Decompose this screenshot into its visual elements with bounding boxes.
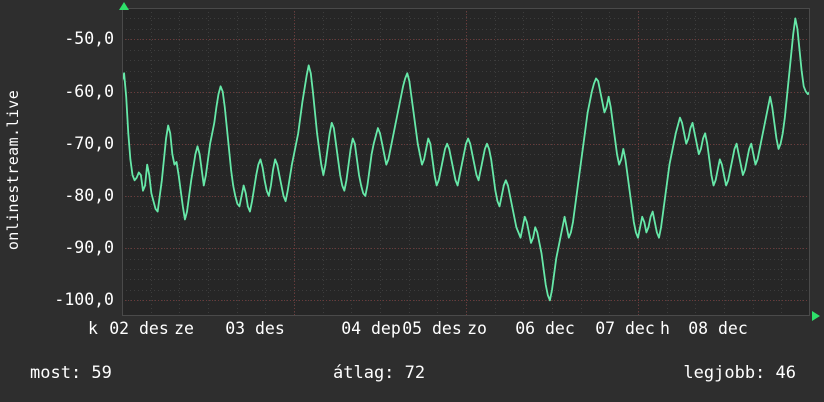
legend-average-value: átlag: 72	[333, 363, 426, 383]
x-axis-tick-label: 03 des	[225, 319, 285, 338]
x-axis-tick-label: 08 dec	[688, 319, 748, 338]
chart-plot-area	[122, 8, 810, 316]
x-axis-tick-label: 02 des	[109, 319, 169, 338]
y-axis-tick-label: -80,0	[64, 185, 114, 205]
chart-data-line	[122, 17, 810, 302]
y-axis-tick-labels: -50,0 -60,0 -70,0 -80,0 -90,0 -100,0	[22, 0, 114, 340]
y-axis-tick-label: -50,0	[64, 29, 114, 49]
x-axis-tick-labels: k 02 des ze 03 des 04 dep 05 des zo 06 dec 07 de…	[0, 318, 824, 344]
x-axis-arrow-icon	[812, 311, 820, 321]
y-axis-arrow-icon	[119, 2, 129, 10]
x-axis-tick-label: k	[88, 319, 98, 338]
x-axis-tick-label: 06 dec	[515, 319, 575, 338]
x-axis-tick-label: zo	[467, 319, 487, 338]
y-axis-title-text: onlinestream.live	[4, 89, 23, 251]
x-axis-tick-label: 07 dec	[595, 319, 655, 338]
data-series-line	[122, 17, 810, 302]
y-axis-tick-label: -90,0	[64, 238, 114, 258]
x-axis-tick-label: 04 dep	[341, 319, 401, 338]
y-axis-tick-label: -100,0	[54, 290, 114, 310]
y-axis-tick-label: -60,0	[64, 81, 114, 101]
chart-legend: most: 59 átlag: 72 legjobb: 46	[0, 352, 824, 402]
legend-current-value: most: 59	[30, 363, 112, 383]
x-axis-tick-label: h	[660, 319, 670, 338]
x-axis-tick-label: 05 des	[402, 319, 462, 338]
legend-best-value: legjobb: 46	[683, 363, 796, 383]
x-axis-tick-label: ze	[174, 319, 194, 338]
y-axis-tick-label: -70,0	[64, 133, 114, 153]
